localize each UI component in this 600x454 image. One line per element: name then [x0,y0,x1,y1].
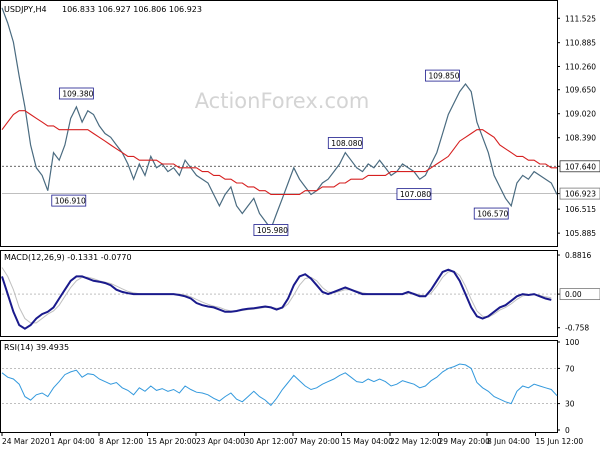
annotation-label: 109.380 [62,90,93,99]
annotation-label: 105.980 [257,226,288,235]
y-tick-label: 105.885 [565,229,596,238]
y-tick-label: 106.515 [565,205,596,214]
x-tick-label: 8 Apr 12:00 [99,437,143,446]
annotation-box [396,188,432,201]
annotation-box [425,69,460,82]
price-panel: 111.525 110.885 110.260 109.650 109.020 108.3… [1,7,600,238]
x-tick-label: 23 Apr 04:00 [196,437,245,446]
x-tick-label: 7 May 20:00 [293,437,340,446]
macd-line [1,268,552,330]
y-tick-label: 110.260 [565,62,596,71]
y-tick-label: -0.758 [565,324,589,333]
price-series-line [1,7,558,231]
y-tick-label: 70 [565,364,575,373]
annotation-box [327,137,363,149]
current-price-box [559,187,600,200]
y-tick-label: 109.650 [565,86,596,95]
macd-signal-line [1,267,552,324]
x-tick-label: 30 Apr 12:00 [245,437,294,446]
y-tick-label: 0 [565,426,570,435]
rsi-panel-frame [0,340,558,433]
macd-panel-frame [0,250,558,337]
y-tick-label: 109.020 [565,110,596,119]
level-price-box [559,160,600,173]
macd-panel: 0.8816 0.00 -0.758 [1,251,600,333]
chart-header-symbol: USDJPY,H4 [4,5,47,14]
x-tick-label: 24 Mar 2020 [2,437,50,446]
annotation-label: 109.850 [428,72,459,81]
x-tick-label: 22 May 12:00 [390,437,442,446]
rsi-line [1,363,558,407]
price-panel-frame [0,0,558,247]
y-tick-label: 100 [565,338,580,347]
chart-header-ohlc: 106.833 106.927 106.806 106.923 [62,5,202,14]
macd-title: MACD(12,26,9) -0.1331 -0.0770 [4,253,132,262]
y-tick-label: 111.525 [565,14,596,23]
y-tick-label: 106.923 [565,190,596,199]
annotation-label: 106.570 [477,210,508,219]
x-tick-label: 15 Jun 12:00 [536,437,584,446]
x-axis: 24 Mar 2020 1 Apr 04:00 8 Apr 12:00 15 Apr … [1,433,584,446]
annotation-label: 107.080 [400,190,431,199]
x-tick-label: 8 Jun 04:00 [487,437,530,446]
y-tick-label: 110.885 [565,39,596,48]
annotation-box [58,87,94,100]
x-tick-label: 15 Apr 20:00 [148,437,197,446]
rsi-panel: 100 70 30 0 [1,338,580,435]
macd-zero-box [559,288,600,301]
annotation-label: 106.910 [55,197,86,206]
annotation-box [473,207,509,220]
y-tick-label: 108.390 [565,134,596,143]
annotation-label: 108.080 [331,139,362,148]
rsi-title: RSI(14) 39.4935 [4,343,69,352]
x-tick-label: 15 May 04:00 [342,437,394,446]
y-tick-label: 107.640 [565,162,596,171]
x-tick-label: 29 May 20:00 [439,437,491,446]
y-tick-label: 30 [565,400,575,409]
x-tick-label: 1 Apr 04:00 [51,437,95,446]
annotation-box [51,194,87,207]
moving-average-line [1,110,557,196]
watermark: ActionForex.com [195,89,370,113]
y-tick-label: 0.8816 [565,251,591,260]
y-tick-label: 0.00 [565,290,582,299]
annotation-box [253,224,289,236]
